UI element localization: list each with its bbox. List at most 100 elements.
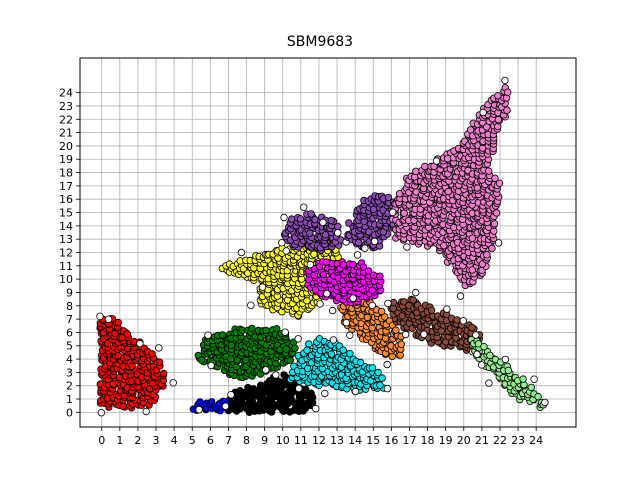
data-point xyxy=(427,306,436,314)
data-point xyxy=(123,330,131,338)
x-tick-label: 22 xyxy=(493,434,507,447)
data-point xyxy=(472,331,480,339)
data-point xyxy=(258,283,267,291)
y-tick-label: 16 xyxy=(59,193,73,206)
data-point xyxy=(339,346,347,354)
data-point xyxy=(327,216,335,225)
x-tick-label: 23 xyxy=(511,434,525,447)
x-tick-label: 24 xyxy=(529,434,543,447)
data-point xyxy=(305,340,313,348)
x-tick-label: 5 xyxy=(189,434,196,447)
data-point xyxy=(486,351,494,360)
y-tick-label: 19 xyxy=(59,153,73,166)
data-point xyxy=(478,361,486,369)
data-point xyxy=(321,389,329,398)
data-point xyxy=(339,261,347,269)
data-point xyxy=(392,326,400,334)
data-point xyxy=(272,401,281,409)
data-point xyxy=(323,290,331,298)
data-point xyxy=(400,298,408,306)
data-point xyxy=(272,371,280,379)
data-point xyxy=(282,345,290,353)
data-point xyxy=(310,250,318,258)
data-point xyxy=(307,389,315,397)
data-point xyxy=(307,210,315,218)
data-point xyxy=(473,184,482,192)
data-point xyxy=(349,294,357,302)
y-tick-label: 3 xyxy=(66,366,73,379)
data-point xyxy=(342,319,351,327)
data-point xyxy=(237,248,246,257)
data-point xyxy=(311,215,319,224)
data-point xyxy=(488,244,496,253)
data-point xyxy=(114,318,122,327)
data-point xyxy=(530,375,538,383)
y-tick-label: 14 xyxy=(59,220,73,233)
y-tick-label: 22 xyxy=(59,113,73,126)
plot-frame xyxy=(79,57,577,428)
data-point xyxy=(227,391,235,399)
data-point xyxy=(519,375,527,383)
data-point xyxy=(221,402,230,410)
data-point xyxy=(389,208,397,216)
x-tick-label: 13 xyxy=(330,434,344,447)
x-tick-label: 18 xyxy=(421,434,435,447)
data-point xyxy=(444,187,453,196)
x-tick-label: 10 xyxy=(276,434,290,447)
data-point xyxy=(155,358,164,366)
data-point xyxy=(503,106,511,114)
data-point xyxy=(370,271,378,279)
data-point xyxy=(376,381,384,389)
data-point xyxy=(491,174,499,182)
y-tick-label: 20 xyxy=(59,140,73,153)
data-point xyxy=(282,247,290,255)
data-point xyxy=(504,366,513,375)
data-point xyxy=(432,157,441,165)
y-tick-label: 1 xyxy=(66,393,73,406)
y-tick-label: 7 xyxy=(66,313,73,326)
data-point xyxy=(401,330,410,339)
data-point xyxy=(355,238,363,247)
data-point xyxy=(328,306,337,315)
data-point xyxy=(159,369,168,378)
data-point xyxy=(247,301,255,309)
axis-ticks: 0 1 2 3 4 5 6 7 8 9 10 11 12 13 14 15 16 17 18 19 20 21 22 23 24… xyxy=(59,87,543,447)
y-tick-label: 23 xyxy=(59,100,73,113)
data-point xyxy=(501,76,509,85)
data-point xyxy=(295,384,303,393)
data-point xyxy=(169,379,177,387)
x-tick-label: 4 xyxy=(171,434,178,447)
data-point xyxy=(480,343,488,351)
y-tick-label: 21 xyxy=(59,127,73,140)
data-point xyxy=(364,267,373,275)
data-point xyxy=(483,251,491,259)
data-point xyxy=(345,219,353,227)
data-point xyxy=(440,241,448,250)
y-tick-label: 17 xyxy=(59,180,73,193)
data-point xyxy=(104,315,113,323)
data-point xyxy=(368,364,377,372)
x-tick-label: 3 xyxy=(153,434,160,447)
data-point xyxy=(346,331,354,339)
data-point xyxy=(329,336,338,344)
x-tick-label: 16 xyxy=(384,434,398,447)
data-point xyxy=(356,358,365,367)
data-point xyxy=(383,360,391,369)
data-point xyxy=(494,239,503,247)
data-point xyxy=(384,299,392,308)
data-point xyxy=(420,330,428,338)
data-point xyxy=(456,292,465,300)
data-point xyxy=(473,350,481,358)
x-tick-label: 0 xyxy=(98,434,105,447)
data-point xyxy=(272,359,280,368)
data-point xyxy=(376,272,384,280)
y-tick-label: 4 xyxy=(66,353,73,366)
y-tick-label: 12 xyxy=(59,246,73,259)
x-tick-label: 2 xyxy=(134,434,141,447)
data-point xyxy=(288,215,296,223)
x-tick-label: 9 xyxy=(261,434,268,447)
x-tick-label: 8 xyxy=(243,434,250,447)
data-point xyxy=(119,402,127,410)
data-point xyxy=(294,335,302,343)
data-point xyxy=(383,384,392,393)
